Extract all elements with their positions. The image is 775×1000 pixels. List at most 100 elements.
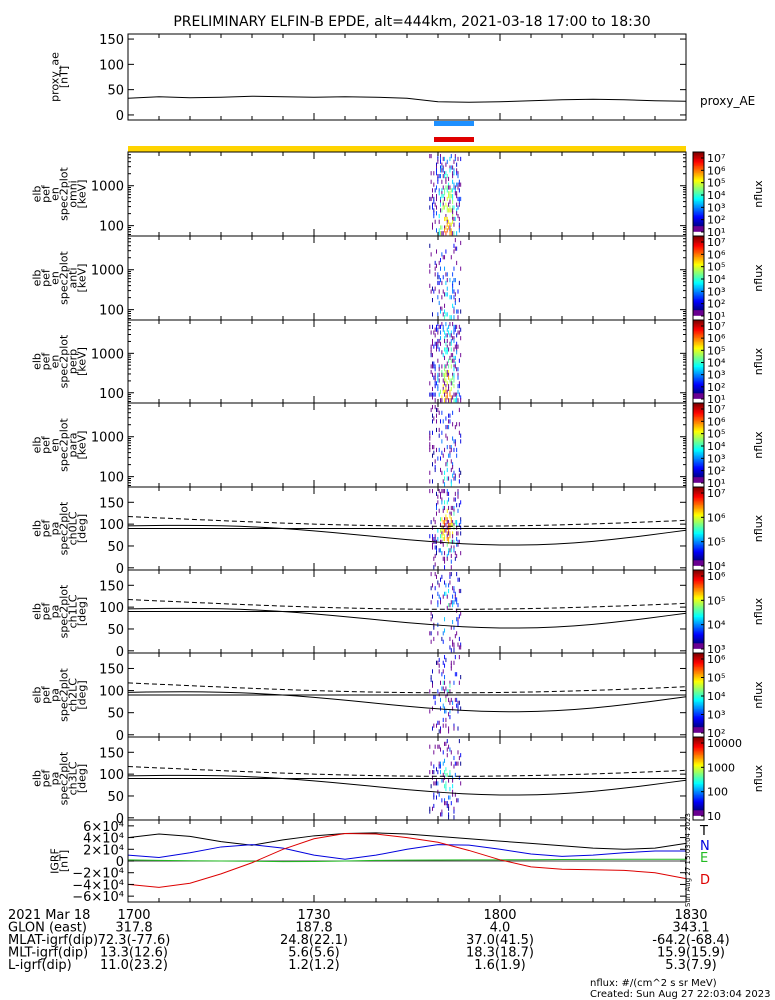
colorbar-cell-ch2LC <box>693 725 704 728</box>
cell-ch0LC <box>446 553 448 559</box>
cell-omni <box>458 225 460 230</box>
colorbar-cell-omni <box>693 217 704 220</box>
colorbar-cell-ch3LC <box>693 792 704 795</box>
cell-omni <box>440 168 442 173</box>
cell-ch3LC <box>444 741 446 746</box>
cell-perp <box>456 395 458 400</box>
cell-anti <box>453 266 455 271</box>
cell-ch1LC <box>444 628 446 633</box>
cell-para <box>453 447 455 453</box>
cell-omni <box>446 222 448 227</box>
colorbar-cell-ch1LC <box>693 626 704 629</box>
colorbar-tick-label-omni: 10² <box>707 214 725 227</box>
cell-para <box>442 453 444 458</box>
cell-ch0LC <box>456 503 458 508</box>
colorbar-cell-para <box>693 419 704 422</box>
colorbar-cell-ch1LC <box>693 629 704 632</box>
cell-omni <box>454 188 456 193</box>
colorbar-cell-omni <box>693 153 704 156</box>
cell-perp <box>457 375 459 380</box>
colorbar-cell-ch3LC <box>693 797 704 800</box>
cell-perp <box>453 347 455 352</box>
cell-para <box>460 439 462 444</box>
colorbar-cell-omni <box>693 164 704 167</box>
cell-ch3LC <box>433 803 435 809</box>
colorbar-cell-perp <box>693 367 704 370</box>
cell-ch2LC <box>457 700 459 705</box>
cell-perp <box>433 344 435 349</box>
loss-cone-line-ch3LC <box>127 774 687 796</box>
ylabel-ch0LC-5: [deg] <box>76 514 89 543</box>
cell-ch1LC <box>452 586 454 591</box>
colorbar-cell-para <box>693 470 704 473</box>
cell-perp <box>436 347 437 352</box>
colorbar-cell-ch2LC <box>693 671 704 674</box>
cell-para <box>446 462 448 467</box>
cell-perp <box>448 375 450 380</box>
cell-omni <box>440 165 442 170</box>
colorbar-tick-label-ch0LC: 10⁷ <box>707 487 725 500</box>
ylabel-anti-1: pef <box>40 268 53 287</box>
colorbar-cell-ch1LC <box>693 578 704 581</box>
colorbar-cell-ch1LC <box>693 593 704 596</box>
colorbar-label-ch2LC: nflux <box>752 681 765 709</box>
cell-omni <box>450 154 452 159</box>
cell-ch0LC <box>444 517 446 522</box>
colorbar-tick-label-ch3LC: 10 <box>707 810 721 823</box>
colorbar-cell-omni <box>693 203 704 206</box>
colorbar-cell-para <box>693 435 704 438</box>
igrf-line-T <box>127 832 687 850</box>
cell-omni <box>452 205 454 210</box>
colorbar-cell-omni <box>693 229 704 231</box>
cell-ch3LC <box>458 755 460 761</box>
ylabel-para-3: spec2plot <box>58 418 71 472</box>
cell-omni <box>458 222 460 227</box>
cell-ch0LC <box>460 517 462 522</box>
cell-para <box>449 419 451 424</box>
colorbar-cell-anti <box>693 252 704 255</box>
colorbar-cell-para <box>693 410 704 412</box>
ytick-label-ch1LC: 50 <box>107 623 124 638</box>
colorbar-cell-ch0LC <box>693 517 704 520</box>
cell-ch2LC <box>433 723 435 728</box>
colorbar-cell-ch2LC <box>693 664 704 667</box>
colorbar-cell-ch2LC <box>693 678 704 681</box>
cell-anti <box>444 292 446 297</box>
cell-anti <box>432 298 433 303</box>
cell-para <box>449 450 451 455</box>
colorbar-cell-anti <box>693 304 704 307</box>
cell-para <box>436 427 437 433</box>
cell-ch1LC <box>437 631 439 636</box>
cell-ch3LC <box>445 772 447 778</box>
cell-ch3LC <box>444 770 446 775</box>
cell-omni <box>436 185 437 190</box>
cell-ch3LC <box>452 778 454 783</box>
colorbar-cell-ch3LC <box>693 806 704 809</box>
cell-ch2LC <box>436 660 437 665</box>
cell-ch1LC <box>453 588 455 594</box>
cell-para <box>437 456 439 461</box>
cell-ch0LC <box>436 511 437 516</box>
cell-perp <box>450 330 452 335</box>
cell-omni <box>453 216 455 222</box>
cell-ch0LC <box>432 536 433 542</box>
colorbar-cell-ch1LC <box>693 614 704 617</box>
cell-ch1LC <box>433 636 435 642</box>
colorbar-cell-para <box>693 464 704 467</box>
cell-ch3LC <box>454 761 456 766</box>
colorbar-cell-para <box>693 473 704 475</box>
colorbar-cell-perp <box>693 332 704 335</box>
cell-anti <box>444 315 446 320</box>
cell-omni <box>452 188 454 193</box>
cell-omni <box>445 231 447 236</box>
cell-anti <box>456 246 458 251</box>
cell-ch0LC <box>446 491 448 496</box>
colorbar-cell-ch0LC <box>693 546 704 549</box>
cell-ch3LC <box>437 744 439 749</box>
cell-para <box>458 473 460 478</box>
colorbar-cell-ch3LC <box>693 742 704 745</box>
cell-ch3LC <box>440 747 442 752</box>
cell-ch0LC <box>450 565 452 570</box>
cell-ch2LC <box>432 669 433 674</box>
cell-perp <box>442 327 444 332</box>
